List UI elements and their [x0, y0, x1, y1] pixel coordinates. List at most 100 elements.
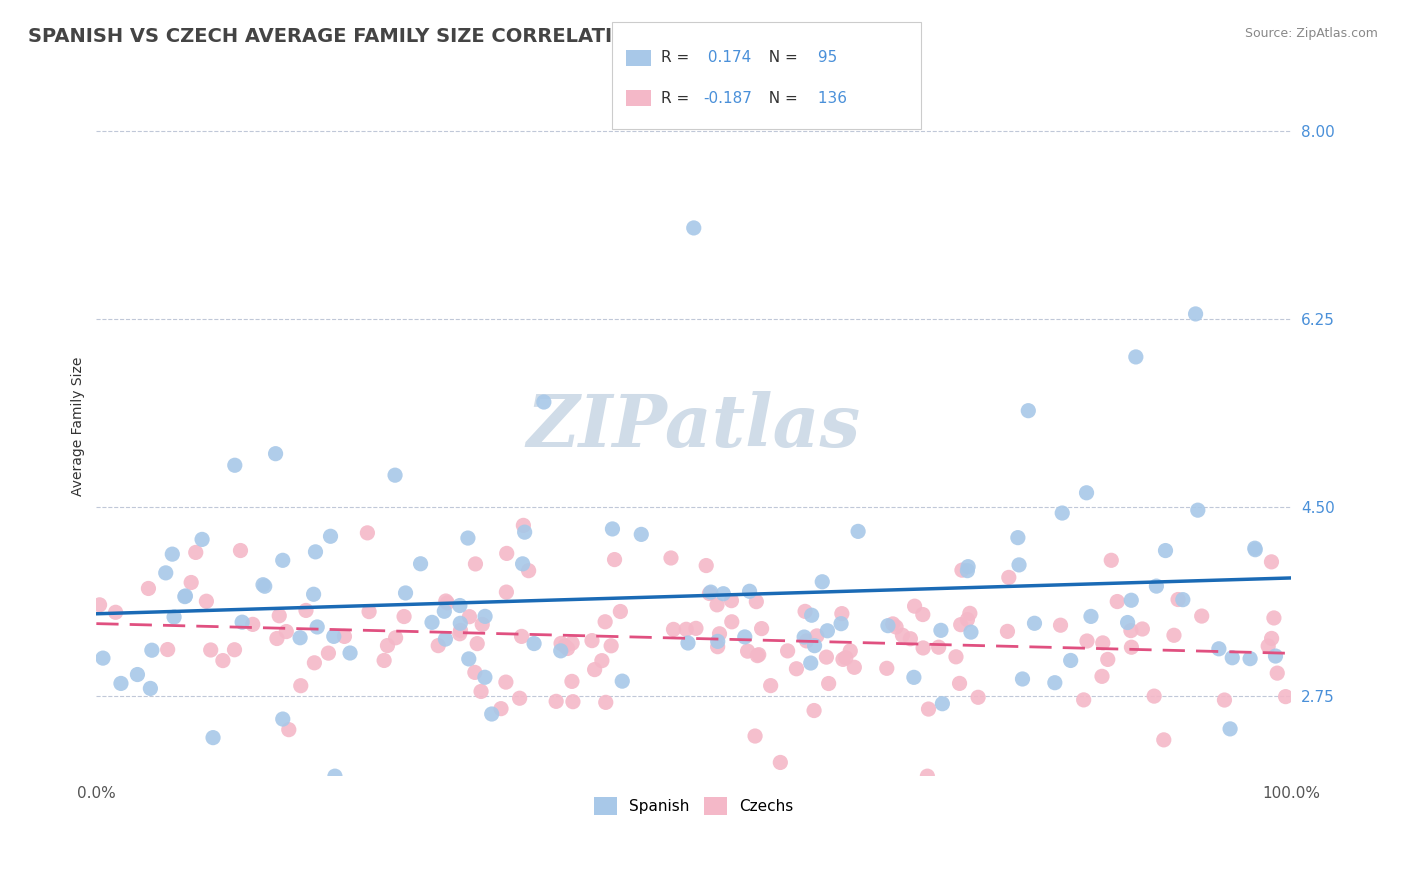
Point — [373, 653, 395, 667]
Point — [202, 731, 225, 745]
Point — [600, 639, 623, 653]
Point — [138, 582, 160, 596]
Point — [832, 652, 855, 666]
Point — [1171, 592, 1194, 607]
Point — [912, 640, 935, 655]
Point — [835, 650, 858, 665]
Point — [745, 594, 768, 608]
Point — [304, 656, 326, 670]
Point — [174, 589, 197, 603]
Point — [700, 585, 723, 599]
Point — [433, 604, 456, 618]
Point — [738, 584, 761, 599]
Point — [513, 525, 536, 540]
Point — [593, 615, 616, 629]
Point — [612, 674, 634, 689]
Point — [747, 648, 769, 663]
Point — [800, 656, 823, 670]
Point — [436, 596, 458, 610]
Point — [173, 590, 195, 604]
Point — [931, 697, 953, 711]
Point — [846, 524, 869, 539]
Point — [449, 599, 471, 613]
Point — [434, 594, 457, 608]
Point — [884, 620, 907, 634]
Point — [806, 629, 828, 643]
Text: 136: 136 — [813, 91, 846, 105]
Point — [110, 676, 132, 690]
Point — [1257, 639, 1279, 653]
Point — [1024, 616, 1046, 631]
Point — [384, 468, 406, 483]
Point — [561, 695, 583, 709]
Point — [877, 618, 900, 632]
Point — [711, 587, 734, 601]
Point — [546, 694, 568, 708]
Point — [1130, 622, 1153, 636]
Point — [195, 594, 218, 608]
Point — [180, 575, 202, 590]
Point — [945, 649, 967, 664]
Point — [304, 545, 326, 559]
Point — [891, 628, 914, 642]
Point — [737, 644, 759, 658]
Point — [720, 615, 742, 629]
Point — [434, 632, 457, 646]
Point — [591, 654, 613, 668]
Point — [957, 559, 980, 574]
Point — [420, 615, 443, 630]
Point — [323, 769, 346, 783]
Point — [464, 557, 486, 571]
Point — [609, 605, 631, 619]
Point — [264, 447, 287, 461]
Point — [457, 652, 479, 666]
Point — [1107, 594, 1129, 608]
Point — [449, 616, 471, 631]
Point — [464, 665, 486, 680]
Point — [1260, 555, 1282, 569]
Point — [512, 557, 534, 571]
Point — [229, 543, 252, 558]
Point — [748, 648, 770, 662]
Point — [384, 631, 406, 645]
Point — [929, 624, 952, 638]
Point — [917, 769, 939, 783]
Point — [409, 557, 432, 571]
Point — [948, 676, 970, 690]
Point — [744, 729, 766, 743]
Point — [465, 637, 488, 651]
Point — [141, 643, 163, 657]
Point — [1125, 350, 1147, 364]
Point — [1163, 628, 1185, 642]
Point — [676, 636, 699, 650]
Point — [1244, 542, 1267, 557]
Point — [1213, 693, 1236, 707]
Point — [557, 641, 579, 656]
Point — [776, 644, 799, 658]
Y-axis label: Average Family Size: Average Family Size — [72, 357, 86, 497]
Text: R =: R = — [661, 51, 695, 65]
Point — [307, 620, 329, 634]
Point — [1008, 558, 1031, 572]
Point — [550, 636, 572, 650]
Point — [224, 458, 246, 473]
Point — [1119, 624, 1142, 638]
Point — [495, 675, 517, 690]
Text: -0.187: -0.187 — [703, 91, 752, 105]
Point — [510, 629, 533, 643]
Point — [602, 522, 624, 536]
Point — [1116, 615, 1139, 630]
Text: ZIPatlas: ZIPatlas — [527, 392, 860, 462]
Point — [339, 646, 361, 660]
Point — [288, 631, 311, 645]
Point — [322, 629, 344, 643]
Point — [481, 706, 503, 721]
Point — [271, 712, 294, 726]
Point — [561, 636, 583, 650]
Point — [450, 624, 472, 638]
Point — [811, 574, 834, 589]
Point — [290, 679, 312, 693]
Text: Source: ZipAtlas.com: Source: ZipAtlas.com — [1244, 27, 1378, 40]
Point — [595, 695, 617, 709]
Point — [1167, 592, 1189, 607]
